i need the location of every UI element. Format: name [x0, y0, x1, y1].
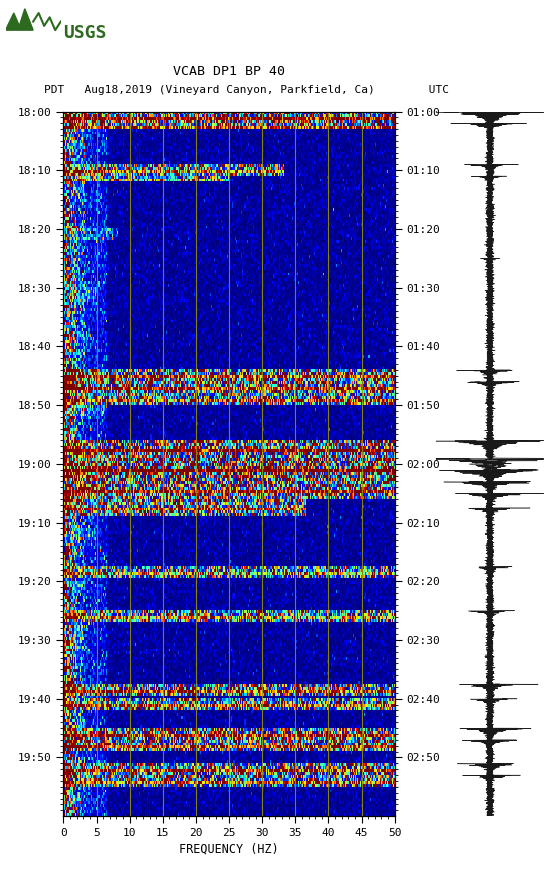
Text: PDT   Aug18,2019 (Vineyard Canyon, Parkfield, Ca)        UTC: PDT Aug18,2019 (Vineyard Canyon, Parkfie…	[44, 86, 449, 95]
Text: VCAB DP1 BP 40: VCAB DP1 BP 40	[173, 65, 285, 78]
Text: USGS: USGS	[63, 24, 107, 42]
X-axis label: FREQUENCY (HZ): FREQUENCY (HZ)	[179, 842, 279, 855]
Polygon shape	[6, 9, 33, 30]
